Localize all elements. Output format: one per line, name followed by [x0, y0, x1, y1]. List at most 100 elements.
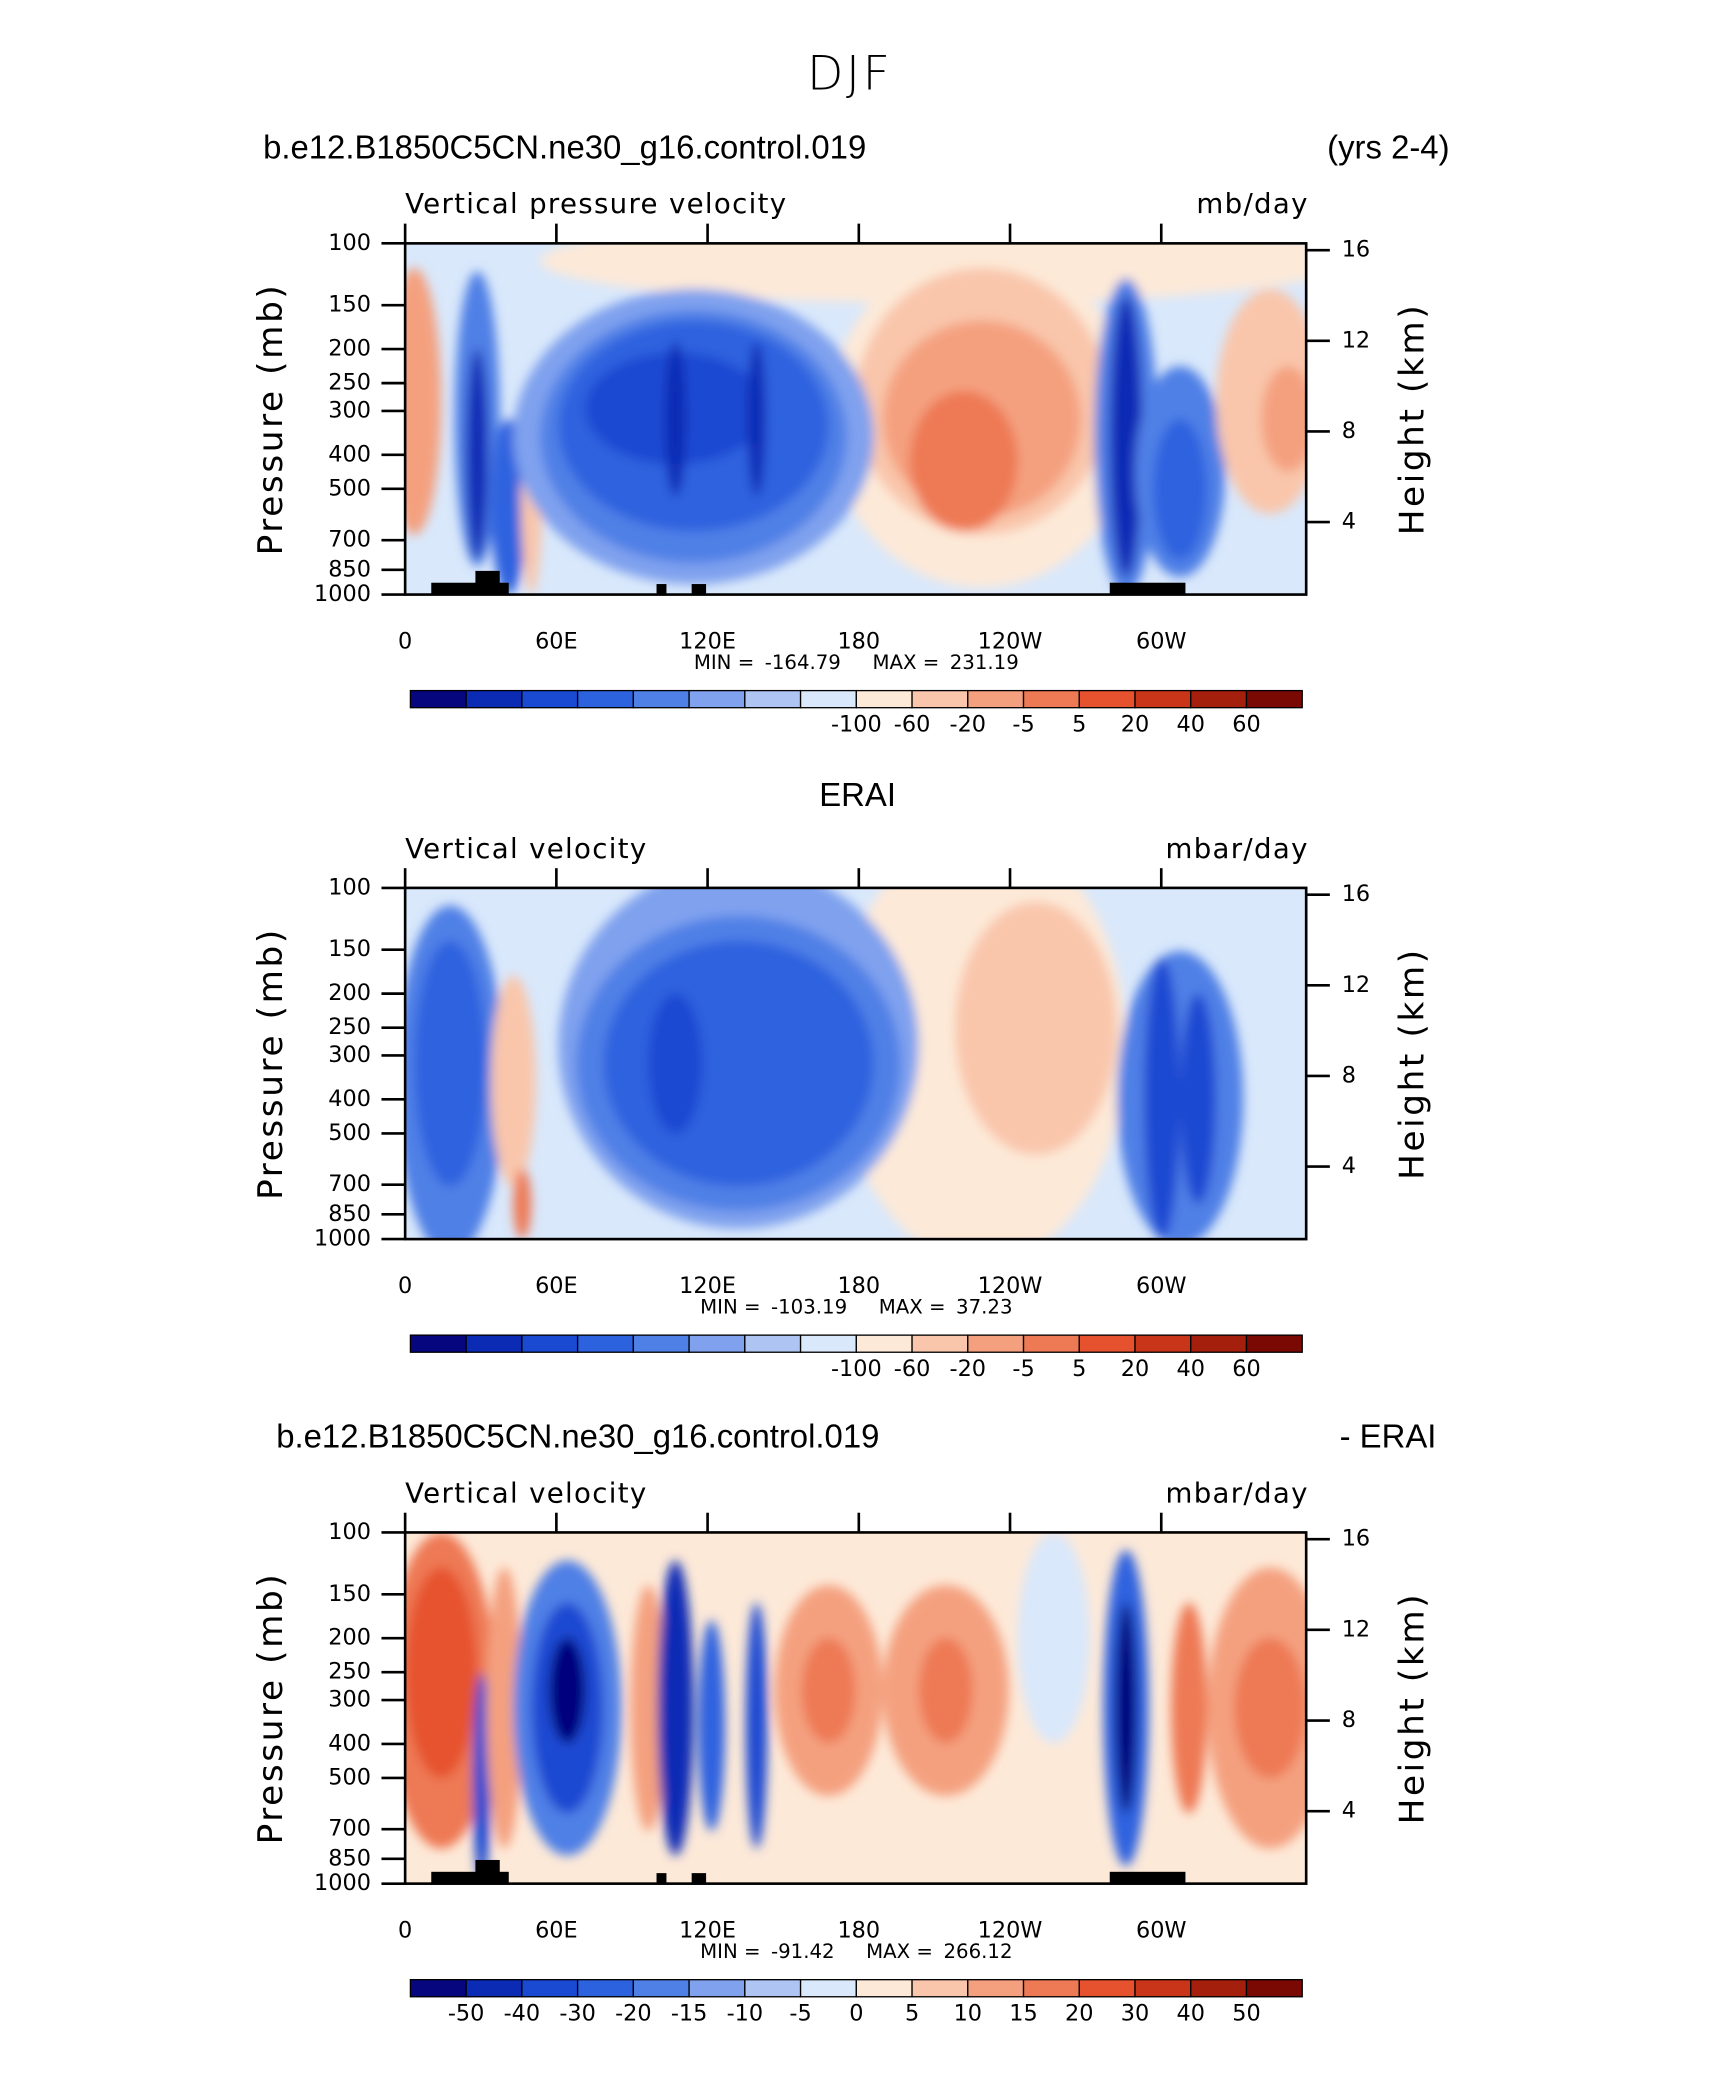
colorbar-label: -100	[831, 711, 882, 737]
contour-field	[405, 243, 1307, 595]
field-region	[405, 1567, 478, 1779]
colorbar-label: 5	[1072, 1356, 1086, 1382]
colorbar-box	[1022, 1979, 1080, 1998]
colorbar-label: -5	[789, 2000, 811, 2026]
y-tick-label: 1000	[314, 581, 371, 607]
y-tick-label: 250	[328, 1659, 371, 1685]
field-region	[405, 267, 442, 535]
max: 231.19	[950, 650, 1019, 673]
colorbar-label: -20	[950, 711, 987, 737]
y-tick-label: 700	[328, 1171, 371, 1197]
colorbar-box	[799, 1334, 857, 1353]
colorbar-box	[465, 689, 523, 709]
colorbar-box	[1190, 1334, 1248, 1353]
y2-tick-label: 8	[1342, 418, 1356, 444]
colorbar-box	[409, 689, 467, 709]
field-region	[466, 348, 489, 560]
field-region	[801, 1637, 856, 1744]
x-tick-label: 60E	[535, 1273, 578, 1299]
colorbar-box	[1078, 1334, 1136, 1353]
colorbar-box	[632, 689, 690, 709]
y-tick-label: 500	[328, 475, 371, 501]
max: 37.23	[956, 1295, 1012, 1318]
colorbar-box	[911, 1979, 969, 1998]
colorbar-box	[911, 689, 969, 709]
y-axis-label: Pressure (mb)	[251, 927, 291, 1200]
topography	[431, 582, 509, 595]
x-tick-label: 60W	[1136, 628, 1187, 654]
y-tick-label: 150	[328, 936, 371, 962]
colorbar-box	[1078, 1979, 1136, 1998]
x-tick-label: 180	[837, 628, 880, 654]
colorbar-label: 40	[1177, 2000, 1205, 2026]
y-tick-label: 500	[328, 1120, 371, 1146]
max-label: MAX =	[879, 1295, 946, 1318]
colorbar-box	[688, 689, 746, 709]
colorbar-label: 60	[1232, 711, 1260, 737]
x-tick-label: 180	[837, 1918, 880, 1944]
x-tick-label: 180	[837, 1273, 880, 1299]
x-tick-label: 60E	[535, 628, 578, 654]
max: 266.12	[944, 1940, 1013, 1963]
y2-tick-label: 12	[1342, 1616, 1370, 1642]
min-label: MIN =	[700, 1295, 760, 1318]
field-region	[648, 993, 703, 1134]
y-tick-label: 850	[328, 1845, 371, 1871]
colorbar-box	[1022, 1334, 1080, 1353]
field-shapes	[405, 243, 1307, 595]
colorbar-box	[1245, 689, 1303, 709]
x-tick-label: 120W	[978, 628, 1043, 654]
y-tick-label: 150	[328, 292, 371, 318]
colorbar-label: 5	[905, 2000, 919, 2026]
units: mbar/day	[1165, 1476, 1308, 1509]
min-max: MIN = -103.19 MAX = 37.23	[700, 1295, 1012, 1318]
colorbar-label: -20	[950, 1356, 987, 1382]
colorbar-box	[521, 689, 579, 709]
x-tick-label: 120E	[679, 1273, 736, 1299]
y-tick-label: 200	[328, 336, 371, 362]
colorbar-box	[688, 1979, 746, 1998]
field-region	[1234, 1637, 1307, 1779]
colorbar-box	[744, 1979, 802, 1998]
y-tick-label: 250	[328, 370, 371, 396]
field-region	[414, 940, 487, 1187]
colorbar-box	[1245, 1334, 1303, 1353]
colorbar-label: 50	[1232, 2000, 1260, 2026]
panel: b.e12.B1850C5CN.ne30_g16.control.019 - ER…	[251, 1418, 1437, 2027]
field-region	[630, 1585, 667, 1831]
colorbar-label: -15	[671, 2000, 708, 2026]
subtitle: Vertical pressure velocity	[405, 187, 787, 220]
colorbar-label: -20	[615, 2000, 652, 2026]
y-tick-label: 700	[328, 527, 371, 553]
topography	[431, 1871, 509, 1884]
x-tick-label: 0	[398, 628, 412, 654]
y2-tick-label: 8	[1342, 1062, 1356, 1088]
x-tick-label: 120W	[978, 1273, 1043, 1299]
x-tick-label: 60W	[1136, 1918, 1187, 1944]
colorbar-box	[576, 1979, 635, 1998]
colorbar-box	[576, 689, 635, 709]
colorbar-label: -100	[831, 1356, 882, 1382]
colorbar-box	[1134, 1979, 1192, 1998]
y2-axis-label: Height (km)	[1393, 1592, 1433, 1825]
panel-title: ERAI	[819, 776, 896, 813]
min-label: MIN =	[700, 1940, 760, 1963]
field-shapes	[405, 1532, 1307, 1884]
field-region	[664, 341, 687, 497]
colorbar-label: 40	[1177, 711, 1205, 737]
colorbar-box	[576, 1334, 635, 1353]
y-tick-label: 400	[328, 1730, 371, 1756]
y2-tick-label: 16	[1342, 881, 1370, 907]
figure-title: DJF	[807, 46, 893, 101]
y-tick-label: 1000	[314, 1226, 371, 1252]
field-region	[1017, 1532, 1090, 1744]
min: -103.19	[771, 1295, 847, 1318]
topography	[475, 570, 500, 595]
colorbar-label: 15	[1009, 2000, 1037, 2026]
colorbar-box	[465, 1334, 523, 1353]
colorbar-box	[1078, 689, 1136, 709]
topography	[691, 1873, 707, 1884]
min-max: MIN = -164.79 MAX = 231.19	[694, 650, 1019, 673]
colorbar-box	[799, 1979, 857, 1998]
